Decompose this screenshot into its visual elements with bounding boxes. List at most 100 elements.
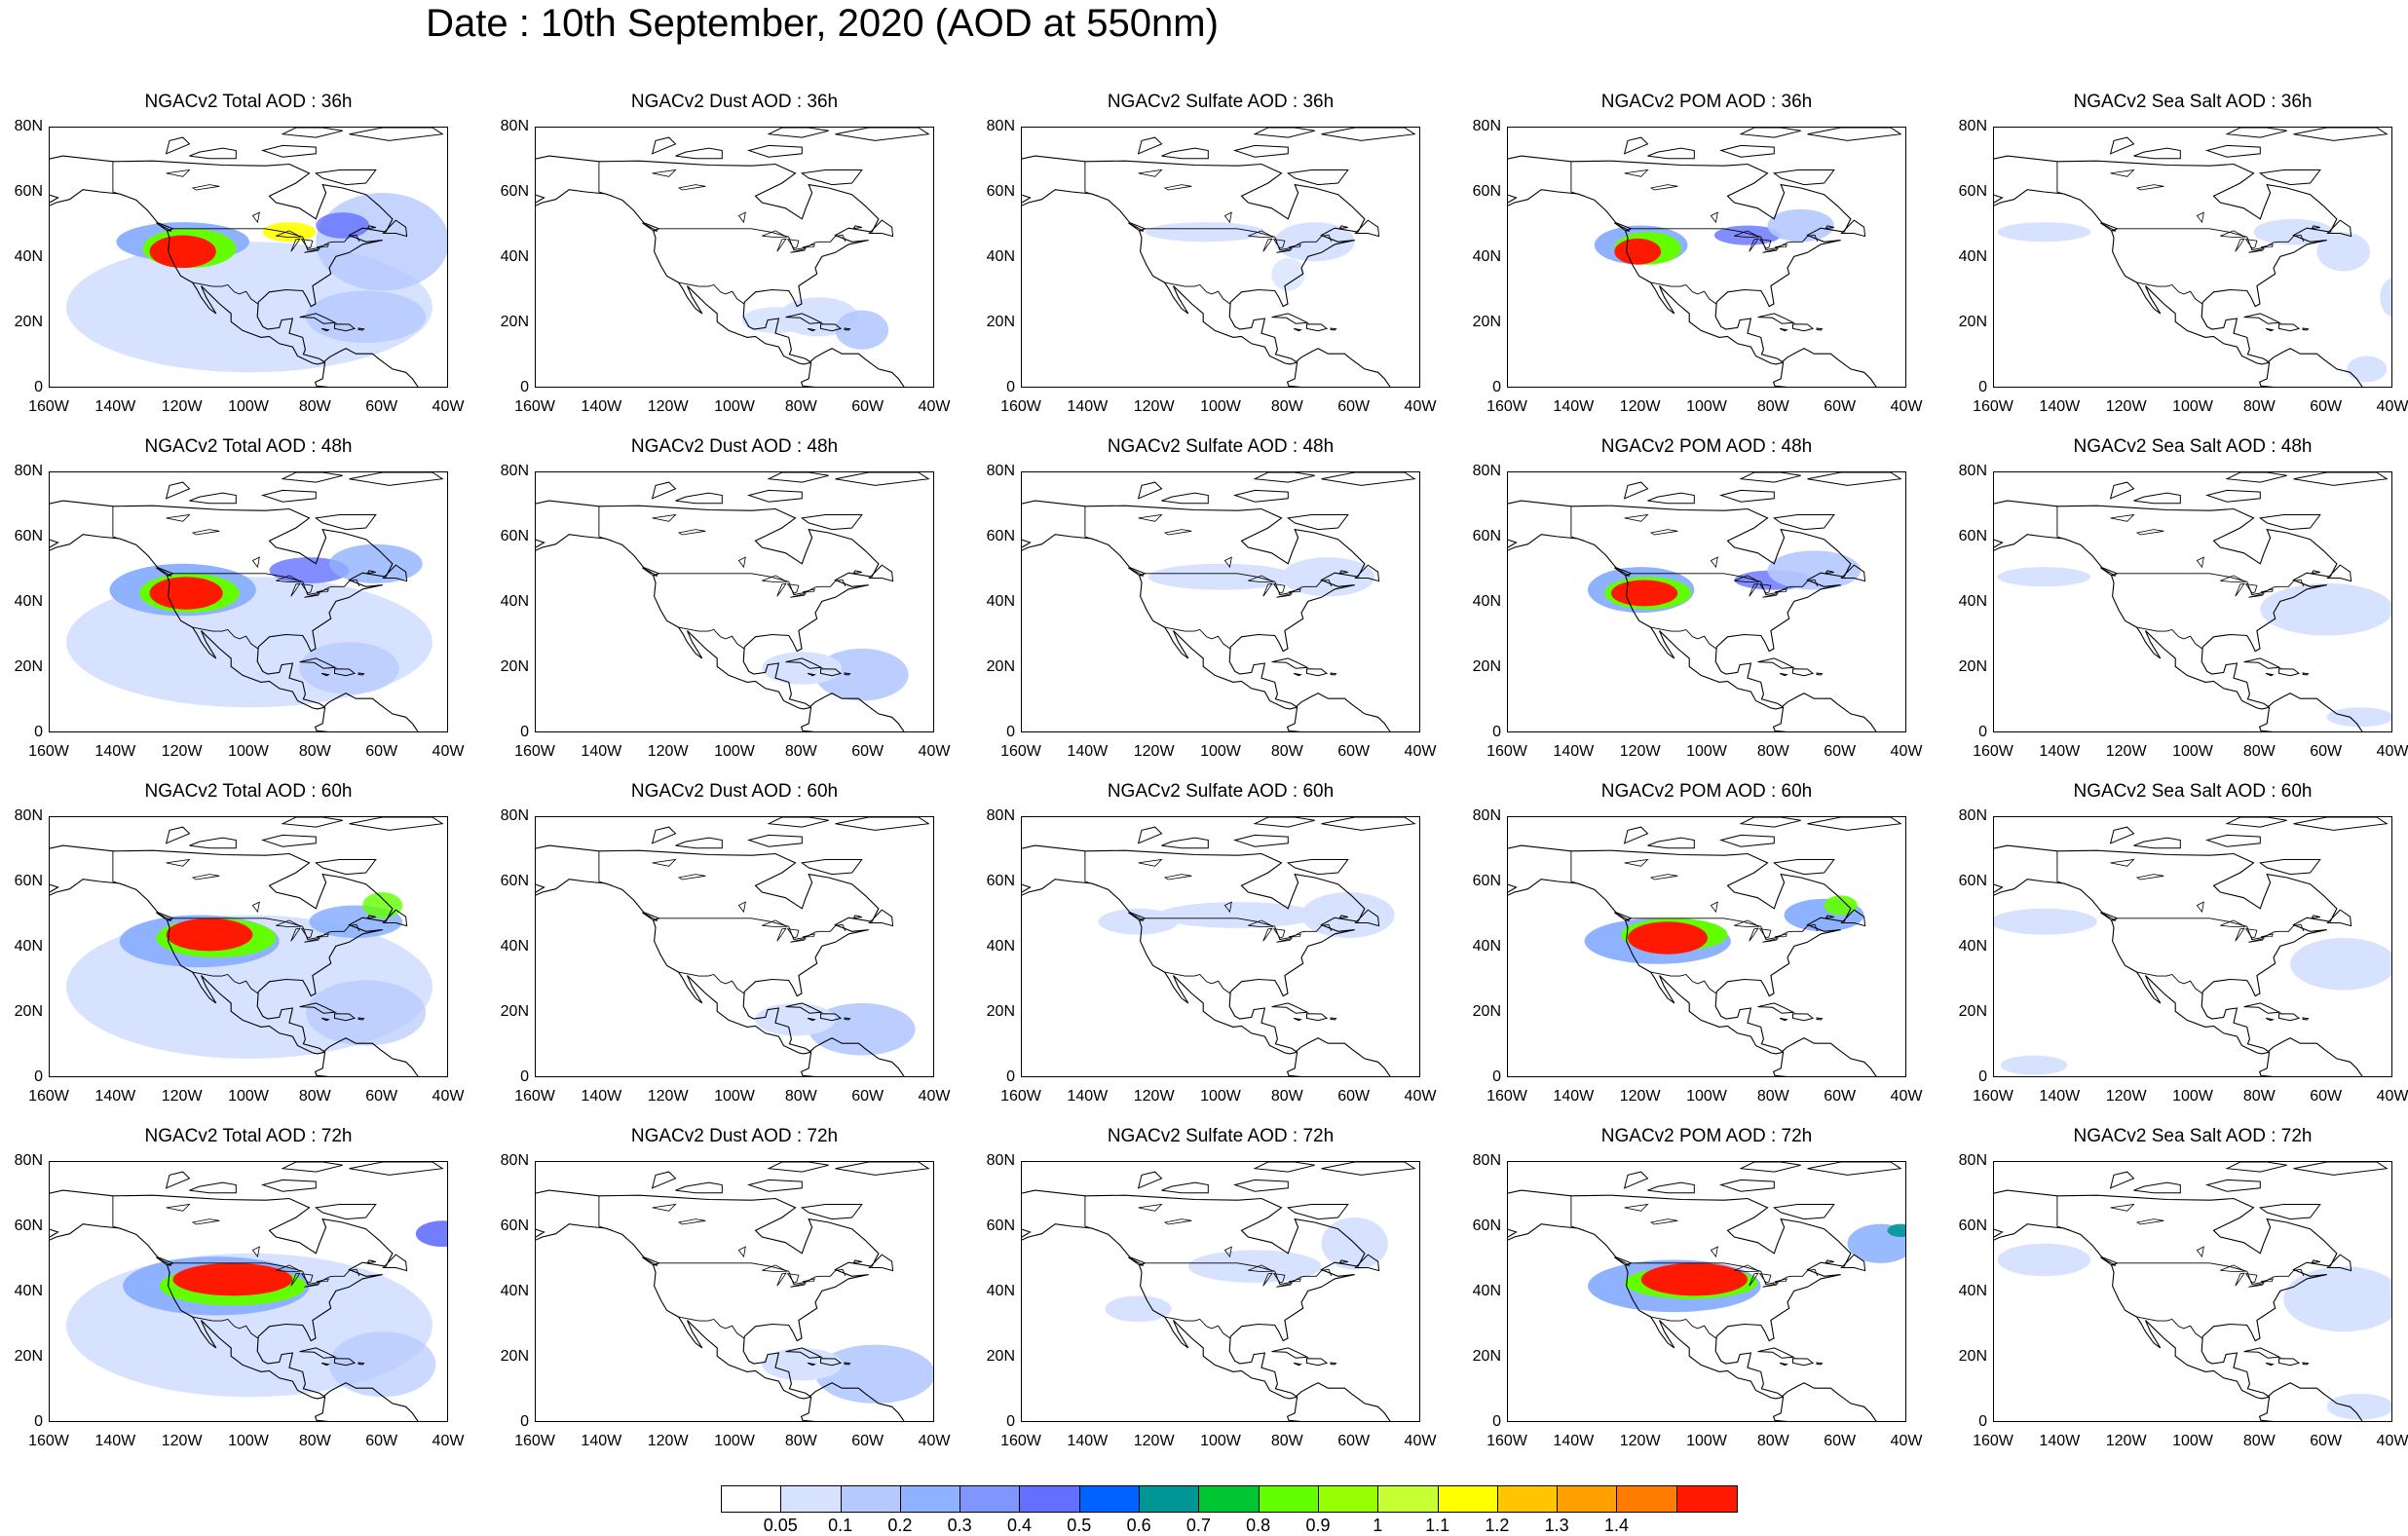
lon-tick-label: 100W bbox=[228, 743, 269, 760]
lake bbox=[1223, 1246, 1232, 1258]
aod-plume bbox=[1628, 921, 1708, 955]
lon-tick-label: 60W bbox=[2310, 743, 2343, 760]
island bbox=[320, 1017, 330, 1022]
lon-tick-label: 40W bbox=[1404, 398, 1437, 415]
map-canvas bbox=[536, 128, 930, 387]
lat-tick-label: 40N bbox=[14, 1283, 43, 1299]
island bbox=[1253, 817, 1315, 828]
lake bbox=[251, 1246, 260, 1258]
country-border bbox=[658, 918, 847, 941]
country-border bbox=[598, 1195, 613, 1231]
island bbox=[315, 514, 377, 531]
country-border bbox=[1570, 161, 1585, 197]
island bbox=[1128, 912, 1145, 921]
island bbox=[820, 1013, 843, 1022]
map-canvas bbox=[536, 817, 930, 1076]
lon-tick-label: 40W bbox=[1890, 743, 1923, 760]
aod-plume bbox=[2316, 232, 2371, 272]
lon-tick-label: 80W bbox=[1756, 398, 1789, 415]
lat-tick-label: 80N bbox=[500, 807, 529, 824]
island bbox=[1623, 136, 1649, 155]
lat-tick-label: 60N bbox=[986, 528, 1015, 544]
lon-tick-label: 60W bbox=[1337, 1088, 1371, 1105]
lat-tick-label: 60N bbox=[1958, 528, 1987, 544]
lake bbox=[776, 927, 787, 942]
coastline bbox=[1994, 1223, 2275, 1421]
lake bbox=[191, 529, 220, 536]
lat-tick-label: 80N bbox=[1958, 463, 1987, 479]
country-border bbox=[192, 281, 259, 305]
map-canvas bbox=[50, 1162, 447, 1421]
lake bbox=[2135, 184, 2164, 191]
island bbox=[1773, 169, 1835, 186]
colorbar-swatch bbox=[1676, 1486, 1738, 1512]
colorbar-label: 0.1 bbox=[828, 1516, 853, 1535]
lake bbox=[1749, 238, 1759, 252]
coastline bbox=[536, 189, 816, 387]
lake bbox=[1734, 919, 1761, 928]
country-border bbox=[1570, 1195, 1585, 1231]
island bbox=[357, 1017, 365, 1021]
aod-plume bbox=[2380, 278, 2391, 318]
country-border bbox=[1631, 228, 1819, 251]
lon-tick-label: 60W bbox=[1337, 398, 1371, 415]
aod-map-panel bbox=[1021, 816, 1420, 1077]
panel-title: NGACv2 Dust AOD : 48h bbox=[630, 436, 839, 457]
panel-title: NGACv2 Dust AOD : 60h bbox=[630, 781, 839, 802]
lon-tick-label: 140W bbox=[1067, 743, 1109, 760]
island bbox=[1128, 567, 1145, 577]
lat-tick-label: 20N bbox=[986, 1003, 1015, 1020]
lake bbox=[1163, 184, 1192, 191]
coastline bbox=[1508, 534, 1788, 731]
colorbar-label: 0.2 bbox=[887, 1516, 913, 1535]
lat-tick-label: 40N bbox=[1472, 1283, 1501, 1299]
aod-plume bbox=[1158, 902, 1319, 928]
lon-tick-label: 140W bbox=[94, 398, 136, 415]
island bbox=[852, 225, 862, 230]
island bbox=[2265, 672, 2275, 677]
lake bbox=[290, 238, 301, 252]
lon-tick-label: 80W bbox=[1270, 743, 1303, 760]
country-border bbox=[2117, 1262, 2305, 1286]
aod-plume bbox=[1767, 208, 1834, 243]
coastline bbox=[1994, 844, 2363, 1076]
lon-tick-label: 100W bbox=[2172, 398, 2213, 415]
lon-tick-label: 40W bbox=[918, 398, 951, 415]
lake bbox=[2235, 1272, 2245, 1287]
lon-tick-label: 40W bbox=[918, 1088, 951, 1105]
island bbox=[1816, 1362, 1824, 1366]
aod-plume bbox=[329, 1331, 436, 1398]
island bbox=[1287, 859, 1349, 876]
country-border bbox=[172, 573, 360, 596]
island bbox=[868, 909, 894, 927]
coastline bbox=[1508, 879, 1788, 1076]
lat-tick-label: 20N bbox=[986, 658, 1015, 675]
island bbox=[315, 169, 377, 186]
colorbar-label: 1.4 bbox=[1603, 1516, 1630, 1535]
island bbox=[2278, 668, 2301, 677]
island bbox=[1623, 1171, 1649, 1189]
island bbox=[1137, 481, 1163, 500]
island bbox=[801, 1204, 863, 1220]
island bbox=[820, 1358, 843, 1367]
lat-tick-label: 20N bbox=[1472, 1003, 1501, 1020]
island bbox=[2259, 169, 2321, 186]
country-border bbox=[1164, 281, 1231, 305]
island bbox=[2225, 472, 2287, 483]
island bbox=[1757, 657, 1795, 669]
lon-tick-label: 80W bbox=[1270, 1433, 1303, 1449]
lon-tick-label: 100W bbox=[714, 743, 755, 760]
coastline bbox=[536, 844, 905, 1076]
country-border bbox=[2136, 626, 2203, 650]
aod-plume bbox=[1824, 895, 1858, 916]
map-canvas bbox=[50, 128, 447, 387]
lon-tick-label: 120W bbox=[2105, 1433, 2147, 1449]
aod-plume bbox=[2347, 356, 2388, 383]
lon-tick-label: 140W bbox=[581, 743, 622, 760]
colorbar-swatch bbox=[1199, 1486, 1260, 1512]
lake bbox=[304, 592, 320, 598]
country-border bbox=[2056, 161, 2071, 197]
island bbox=[1330, 1362, 1337, 1366]
island bbox=[1137, 136, 1163, 155]
island bbox=[807, 327, 816, 332]
